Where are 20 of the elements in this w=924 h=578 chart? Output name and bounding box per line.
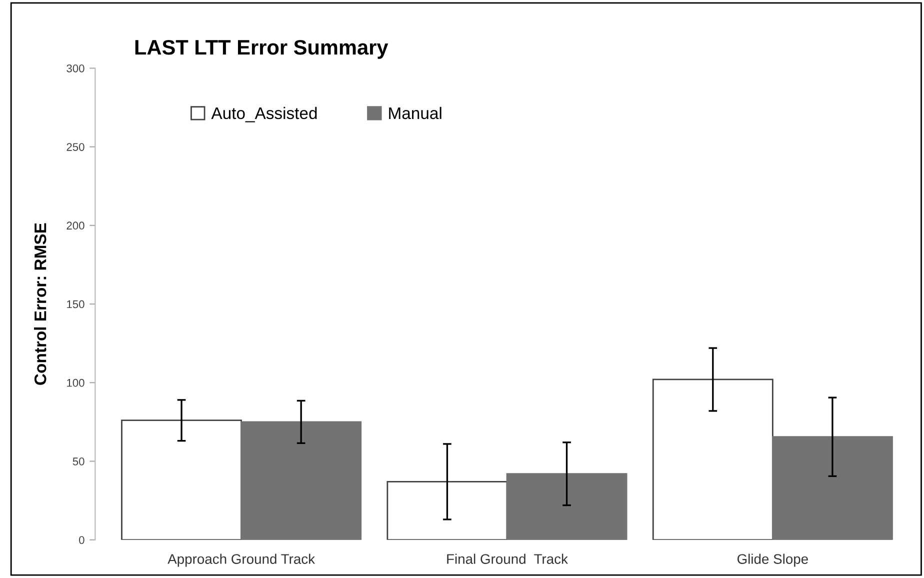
y-tick-label: 50	[72, 458, 84, 466]
y-tick-label: 200	[66, 222, 84, 230]
bar	[506, 473, 628, 540]
x-tick-label: Final Ground Track	[447, 554, 568, 564]
y-tick-label: 250	[66, 143, 84, 151]
y-axis-title: Control Error: RMSE	[34, 223, 46, 385]
bar	[121, 420, 242, 540]
bar	[772, 436, 893, 540]
bar	[240, 421, 362, 540]
y-tick-label: 0	[79, 536, 84, 544]
y-tick-label: 300	[66, 64, 84, 72]
bar	[652, 378, 774, 540]
chart-title: LAST LTT Error Summary	[135, 40, 388, 59]
x-tick-label: Glide Slope	[737, 554, 808, 567]
y-tick-label: 150	[67, 300, 84, 308]
x-tick-label: Approach Ground Track	[168, 554, 316, 567]
legend-label: Manual	[389, 106, 442, 120]
bar	[386, 480, 508, 540]
legend-label: Auto_Assisted	[211, 106, 317, 122]
y-tick-label: 100	[67, 378, 84, 387]
